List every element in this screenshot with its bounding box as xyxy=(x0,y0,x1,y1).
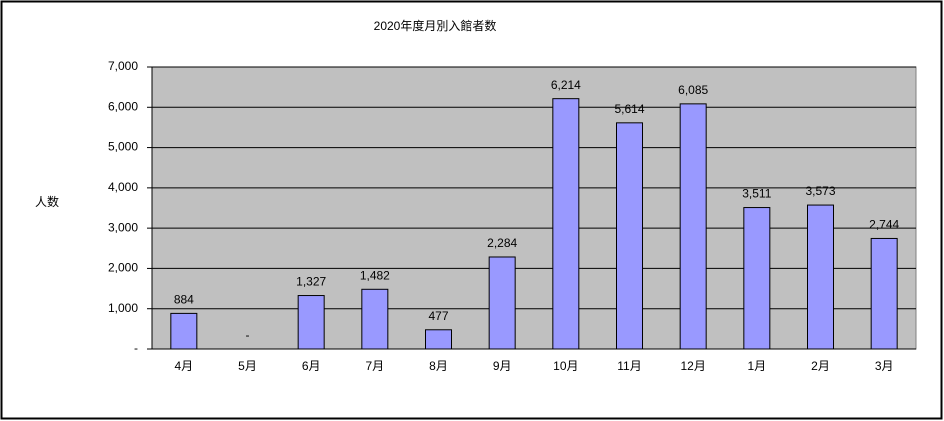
x-tick-label: 6月 xyxy=(302,359,321,373)
data-label: 3,511 xyxy=(742,187,771,201)
plot-area xyxy=(151,66,917,350)
x-tick-label: 12月 xyxy=(680,359,705,373)
data-label: - xyxy=(246,328,250,342)
data-label: 6,214 xyxy=(551,78,581,92)
data-label: 477 xyxy=(428,309,448,323)
bar xyxy=(297,295,325,350)
bar xyxy=(743,207,771,350)
bar xyxy=(552,98,580,350)
x-tick-label: 10月 xyxy=(553,359,578,373)
x-tick-label: 3月 xyxy=(875,359,894,373)
data-label: 1,327 xyxy=(296,275,326,289)
y-tick-label: 4,000 xyxy=(108,180,138,194)
y-tick-label: - xyxy=(134,341,138,355)
bar xyxy=(870,237,898,350)
x-tick-label: 2月 xyxy=(811,359,830,373)
data-label: 2,744 xyxy=(869,218,899,232)
data-label: 3,573 xyxy=(805,184,835,198)
bar xyxy=(425,329,452,350)
y-axis-label: 人数 xyxy=(35,194,59,209)
data-label: 6,085 xyxy=(678,83,708,97)
x-tick-label: 1月 xyxy=(747,359,766,373)
data-label: 884 xyxy=(174,293,194,307)
data-label: 2,284 xyxy=(487,236,517,250)
data-label: 1,482 xyxy=(360,268,390,282)
y-tick-label: 3,000 xyxy=(108,220,138,234)
bar xyxy=(679,103,707,350)
bar xyxy=(361,288,389,350)
bar xyxy=(170,312,198,350)
y-tick-label: 1,000 xyxy=(108,301,138,315)
chart-title: 2020年度月別入館者数 xyxy=(374,18,497,33)
bar xyxy=(488,256,516,350)
y-tick-label: 5,000 xyxy=(108,140,138,154)
x-tick-label: 11月 xyxy=(617,359,641,373)
data-label: 5,614 xyxy=(614,102,644,116)
bar xyxy=(616,122,643,350)
x-tick-label: 7月 xyxy=(365,359,384,373)
x-tick-label: 8月 xyxy=(429,359,448,373)
x-tick-label: 4月 xyxy=(174,359,193,373)
y-tick-label: 7,000 xyxy=(108,59,138,73)
y-tick-label: 6,000 xyxy=(108,99,138,113)
y-tick-label: 2,000 xyxy=(108,261,138,275)
x-tick-label: 5月 xyxy=(238,359,257,373)
bar xyxy=(807,204,834,350)
x-tick-label: 9月 xyxy=(493,359,512,373)
